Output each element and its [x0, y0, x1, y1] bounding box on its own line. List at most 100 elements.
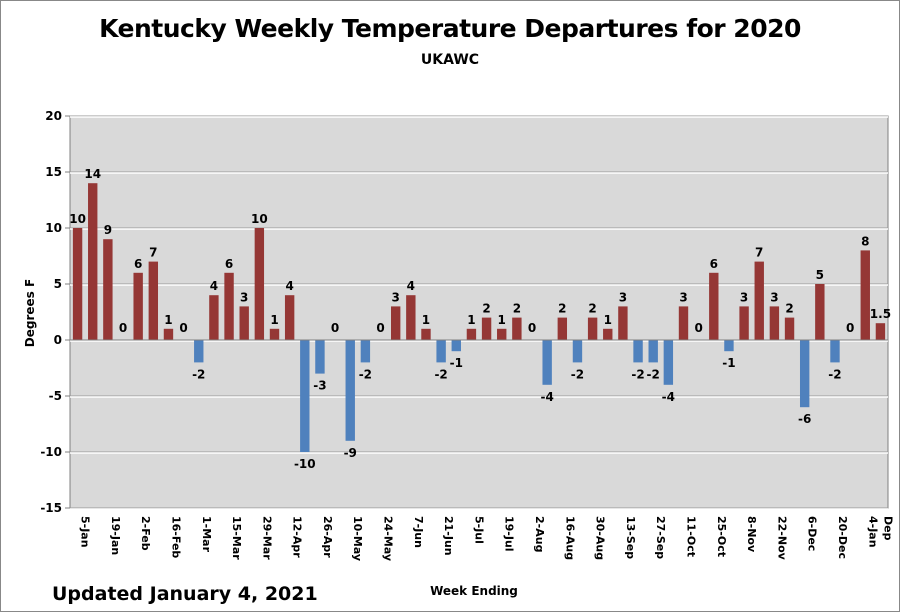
bar	[860, 250, 870, 340]
data-label: 1	[498, 313, 506, 327]
bar	[284, 295, 295, 340]
data-label: -2	[359, 367, 372, 381]
data-label: 2	[482, 302, 490, 316]
bar	[754, 261, 764, 340]
bar	[390, 306, 401, 340]
data-label: 4	[285, 279, 293, 293]
data-label: -2	[192, 367, 205, 381]
bar	[360, 340, 371, 363]
data-label: 3	[392, 290, 400, 304]
y-tick-label: -15	[40, 501, 62, 515]
x-tick-label: 13-Sep	[624, 516, 637, 559]
data-label: 2	[588, 302, 596, 316]
plot-area	[69, 115, 889, 509]
bar	[648, 340, 658, 363]
chart-title: Kentucky Weekly Temperature Departures f…	[99, 14, 801, 43]
data-label: 0	[376, 321, 384, 335]
y-axis-ticks: -15 -10 -5 0 5 10 15 20	[40, 109, 70, 515]
x-tick-label: 1-Mar	[200, 516, 213, 553]
bar	[224, 272, 234, 340]
y-tick-label: 0	[54, 333, 62, 347]
data-label: 1	[467, 313, 475, 327]
x-tick-label: 20-Dec	[836, 516, 849, 559]
data-label: 8	[861, 234, 869, 248]
bar	[587, 317, 598, 340]
bar	[254, 228, 265, 340]
bars	[70, 183, 888, 452]
bar	[739, 306, 749, 340]
x-tick-label: 24-May	[382, 516, 395, 561]
data-label: 3	[619, 290, 627, 304]
x-tick-label: 19-Jan	[109, 516, 122, 555]
bar	[815, 284, 825, 340]
x-tick-label: 16-Aug	[563, 516, 576, 560]
data-label: 6	[134, 257, 142, 271]
x-tick-label: 22-Nov	[775, 516, 788, 561]
data-label: -2	[434, 367, 447, 381]
y-tick-label: 10	[45, 221, 62, 235]
data-label: 1	[604, 313, 612, 327]
bar	[633, 340, 643, 363]
data-label: 7	[755, 246, 763, 260]
bar	[663, 340, 674, 385]
y-tick-label: -5	[49, 389, 62, 403]
y-tick-label: 5	[54, 277, 62, 291]
data-label: 4	[407, 279, 415, 293]
data-label: 3	[740, 290, 748, 304]
y-tick-label: 20	[45, 109, 62, 123]
bar	[875, 323, 886, 340]
data-label: 6	[225, 257, 233, 271]
x-tick-label: 25-Oct	[715, 516, 728, 557]
data-label: 3	[770, 290, 778, 304]
data-label: 10	[69, 212, 86, 226]
x-tick-label: 19-Jul	[503, 516, 516, 552]
bar	[603, 328, 613, 340]
data-label: -2	[631, 367, 644, 381]
bar	[678, 306, 689, 340]
data-label: 4	[210, 279, 218, 293]
data-label: 0	[331, 321, 339, 335]
x-axis-title: Week Ending	[430, 584, 518, 598]
bar	[72, 228, 83, 340]
data-label: -2	[828, 367, 841, 381]
x-tick-label: 2-Aug	[533, 516, 546, 552]
x-tick-label: 8-Nov	[745, 516, 758, 553]
data-label: 0	[179, 321, 187, 335]
bar	[148, 261, 159, 340]
x-tick-label: 30-Aug	[594, 516, 607, 560]
data-label: -2	[647, 367, 660, 381]
bar	[269, 328, 280, 340]
y-axis-title: Degrees F	[23, 279, 37, 347]
data-label: 9	[104, 223, 112, 237]
bar	[451, 340, 461, 352]
y-tick-label: -10	[40, 445, 62, 459]
bar	[421, 328, 431, 340]
data-label: 0	[694, 321, 702, 335]
bar	[769, 306, 780, 340]
bar	[481, 317, 492, 340]
bar	[239, 306, 249, 340]
data-label: 1	[270, 313, 278, 327]
data-label: 0	[846, 321, 854, 335]
x-tick-label: 29-Mar	[260, 516, 273, 560]
x-tick-label: 2-Feb	[139, 516, 152, 551]
data-label: -3	[313, 379, 326, 393]
x-tick-label: 26-Apr	[321, 516, 334, 558]
bar	[466, 328, 477, 340]
data-label: -6	[798, 412, 811, 426]
data-label: -9	[344, 446, 357, 460]
data-label: 2	[785, 302, 793, 316]
bar	[194, 340, 204, 363]
bar	[133, 272, 143, 340]
data-label: 3	[679, 290, 687, 304]
x-tick-label: 15-Mar	[230, 516, 243, 560]
bar	[830, 340, 840, 363]
data-label: 5	[816, 268, 824, 282]
data-label: 3	[240, 290, 248, 304]
bar	[512, 317, 522, 340]
data-label: 0	[119, 321, 127, 335]
data-label: -1	[450, 356, 463, 370]
x-tick-label: Dep	[881, 516, 894, 541]
bar	[300, 340, 310, 452]
data-label: 1	[164, 313, 172, 327]
